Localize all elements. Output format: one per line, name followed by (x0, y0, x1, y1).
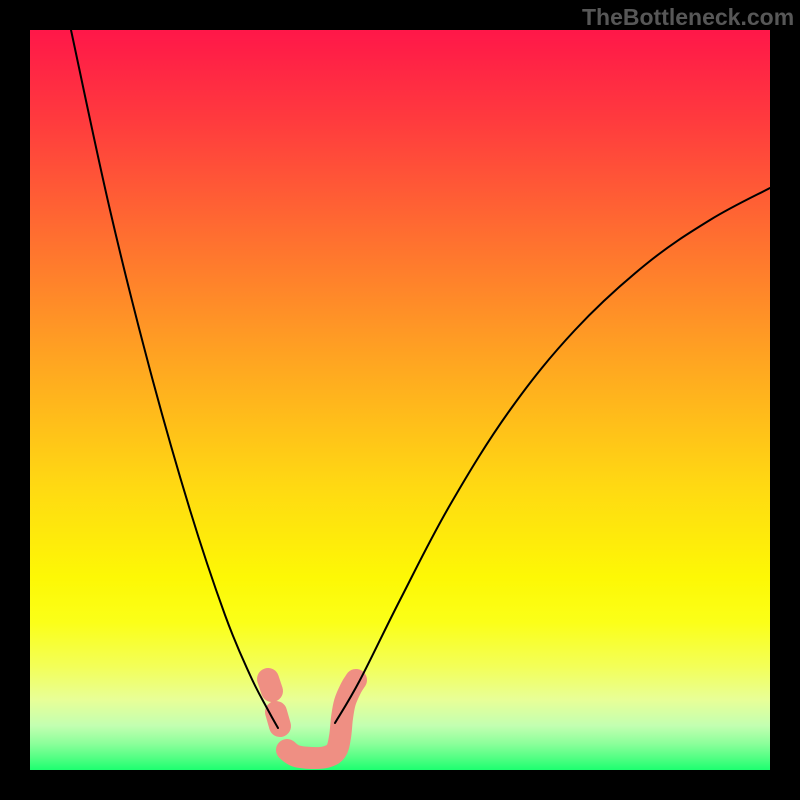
salmon-left-upper-dot (268, 679, 272, 691)
chart-svg (30, 30, 770, 770)
chart-frame (30, 30, 770, 770)
gradient-background (30, 30, 770, 770)
watermark-text: TheBottleneck.com (582, 4, 794, 31)
